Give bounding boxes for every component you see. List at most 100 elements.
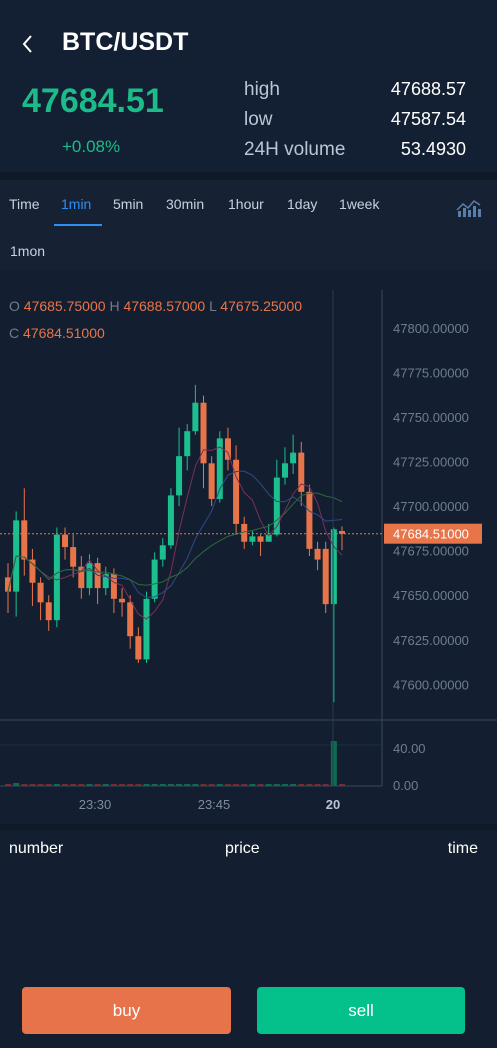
divider: [0, 824, 497, 830]
ohlc-h-label: H: [109, 298, 120, 314]
candle-body: [257, 536, 264, 542]
tab-1day[interactable]: 1day: [287, 196, 318, 212]
stat-value: 53.4930: [400, 139, 466, 159]
volume-bar: [159, 784, 166, 786]
candle-body: [208, 463, 215, 499]
volume-bar: [21, 784, 28, 786]
volume-bar: [339, 784, 345, 786]
ohlc-l-value: 47675.25000: [220, 298, 303, 314]
volume-bar: [62, 784, 69, 786]
volume-bar: [13, 783, 20, 786]
interval-tabs: Time 1min 5min 30min 1hour 1day 1week 1m…: [0, 180, 497, 270]
candle-body: [249, 536, 256, 542]
candle-body: [241, 523, 248, 542]
volume-bar: [208, 784, 215, 786]
kline-chart[interactable]: O 47685.75000 H 47688.57000 L 47675.2500…: [0, 290, 497, 820]
tab-1hour[interactable]: 1hour: [228, 196, 264, 212]
current-price-label: 47684.51000: [393, 527, 469, 542]
ohlc-readout-2: C 47684.51000: [9, 325, 105, 341]
stat-label: 24H volume: [244, 139, 346, 160]
candle-body: [281, 463, 288, 478]
candle-body: [21, 520, 28, 560]
volume-bar: [322, 784, 329, 786]
y-tick-label: 47800.00000: [393, 321, 469, 336]
ohlc-o-value: 47685.75000: [23, 298, 106, 314]
y-tick-label: 47675.00000: [393, 544, 469, 559]
col-number: number: [9, 840, 64, 857]
tab-1min[interactable]: 1min: [61, 196, 92, 212]
volume-bar: [192, 784, 199, 786]
volume-bar: [37, 784, 44, 786]
tab-1week[interactable]: 1week: [339, 196, 380, 212]
volume-bar: [29, 784, 36, 786]
volume-bar: [306, 784, 313, 786]
volume-bar: [176, 784, 183, 786]
candle-body: [306, 491, 313, 549]
tab-time[interactable]: Time: [9, 196, 40, 212]
tab-5min[interactable]: 5min: [113, 196, 144, 212]
volume-bar: [281, 784, 288, 786]
candle-body: [78, 566, 85, 589]
volume-bar: [273, 784, 280, 786]
tab-1mon[interactable]: 1mon: [10, 243, 46, 259]
candle-body: [70, 547, 77, 567]
candle-body: [135, 636, 142, 660]
volume-bar: [216, 784, 223, 786]
stat-volume: 24H volume 53.4930: [244, 139, 466, 165]
ma-line-short: [7, 446, 343, 620]
candle-body: [233, 459, 240, 524]
buy-button[interactable]: buy: [22, 987, 231, 1034]
price-change: +0.08%: [62, 137, 121, 156]
candle-body: [37, 582, 44, 603]
volume-bar: [86, 784, 93, 786]
candle-body: [184, 431, 191, 457]
candle-body: [200, 402, 207, 464]
trades-header: number price time: [0, 830, 497, 870]
ohlc-o-label: O: [9, 298, 20, 314]
volume-bar: [200, 784, 207, 786]
candle-body: [159, 545, 166, 560]
volume-bar: [127, 784, 134, 786]
candle-body: [167, 495, 174, 546]
volume-bar: [70, 784, 77, 786]
ohlc-readout-1: O 47685.75000 H 47688.57000 L 47675.2500…: [9, 298, 302, 314]
candle-body: [224, 438, 231, 460]
volume-bar: [143, 784, 150, 786]
volume-bar: [151, 784, 158, 786]
active-tab-underline: [54, 224, 102, 226]
chart-indicator-icon[interactable]: [456, 196, 482, 218]
ohlc-c-value: 47684.51000: [23, 325, 105, 341]
candlestick-svg: 47800.00000 47775.00000 47750.00000 47725.0…: [0, 290, 497, 812]
candle-body: [53, 534, 60, 621]
y-tick-label: 47700.00000: [393, 499, 469, 514]
volume-bar: [135, 784, 142, 786]
candle-body: [127, 602, 134, 637]
stat-high: high 47688.57: [244, 79, 466, 105]
volume-bar: [298, 784, 305, 786]
candle-body: [339, 531, 345, 534]
volume-bar: [265, 784, 272, 786]
volume-bar: [184, 784, 191, 786]
sell-button[interactable]: sell: [257, 987, 465, 1034]
x-tick-label: 23:45: [198, 797, 231, 812]
col-time: time: [447, 840, 478, 857]
y-tick-label: 47775.00000: [393, 365, 469, 380]
candle-body: [314, 548, 321, 560]
volume-bar: [45, 784, 52, 786]
ohlc-c-label: C: [9, 325, 20, 341]
chevron-left-icon: [22, 35, 32, 53]
candle-body: [143, 598, 150, 660]
stat-label: high: [244, 79, 280, 100]
back-button[interactable]: [14, 28, 44, 60]
stat-low: low 47587.54: [244, 109, 466, 135]
volume-bar: [314, 784, 321, 786]
candle-body: [192, 402, 199, 432]
stat-value: 47688.57: [390, 79, 466, 99]
candle-body: [119, 598, 126, 603]
candle-body: [29, 559, 36, 583]
volume-bar: [78, 784, 85, 786]
ticker-header: BTC/USDT 47684.51 +0.08% high 47688.57 l…: [0, 0, 497, 172]
tab-30min[interactable]: 30min: [166, 196, 205, 212]
y-tick-label: 47650.00000: [393, 588, 469, 603]
candle-body: [151, 559, 158, 599]
